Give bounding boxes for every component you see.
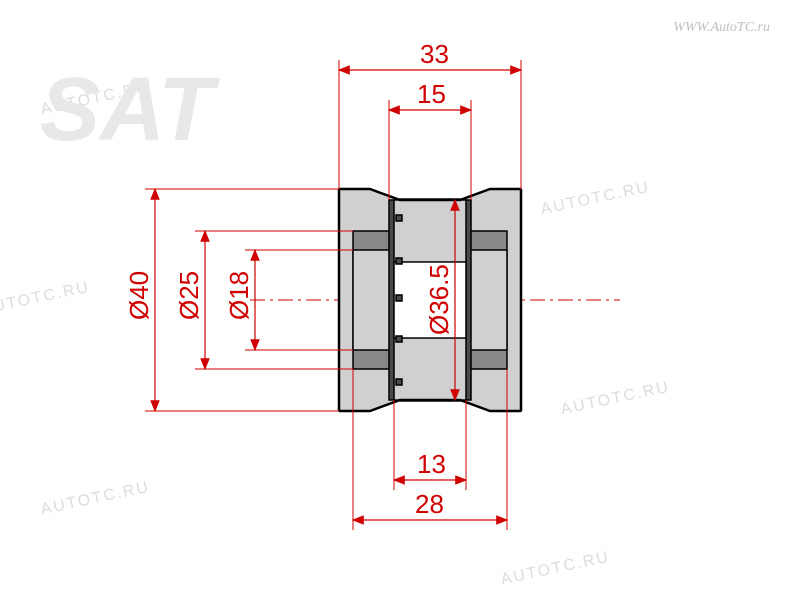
dim-dia-outer: Ø40 [124,271,154,320]
dim-dia-mid: Ø25 [174,271,204,320]
technical-drawing: SAT [0,0,800,600]
dim-width-flange: 28 [415,489,444,519]
dim-width-inner: 13 [417,449,446,479]
dim-dia-inner: Ø18 [224,271,254,320]
dim-dia-sleeve: Ø36.5 [424,264,454,335]
dim-width-mid: 15 [417,79,446,109]
logo-watermark: SAT [40,60,220,160]
dim-width-outer: 33 [420,39,449,69]
